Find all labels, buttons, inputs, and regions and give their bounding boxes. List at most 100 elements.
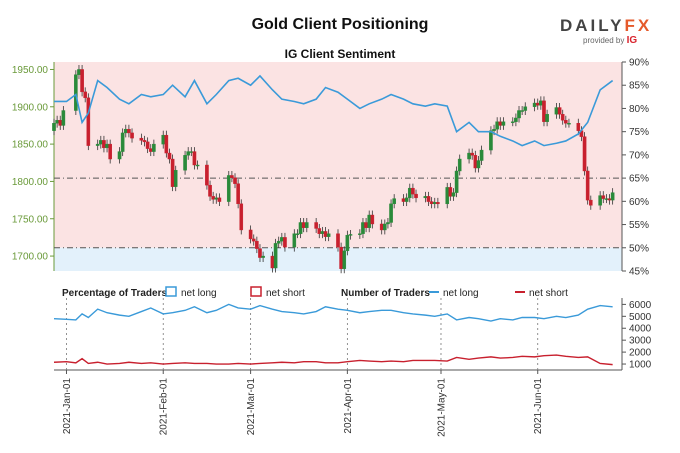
price-candle: [336, 233, 340, 248]
price-candle: [304, 222, 309, 228]
price-candle: [230, 175, 234, 178]
price-candle: [476, 160, 481, 169]
percent-tick-label: 90%: [629, 58, 649, 69]
price-tick-label: 1800.00: [12, 177, 49, 188]
price-candle: [358, 233, 362, 235]
price-candle: [411, 187, 415, 195]
price-candle: [532, 102, 537, 107]
traders-tick-label: 2000: [629, 348, 652, 359]
price-candle: [120, 132, 125, 152]
price-candle: [217, 197, 222, 202]
price-candle: [501, 121, 506, 126]
price-candle: [127, 128, 131, 134]
price-candle: [567, 123, 571, 125]
price-candle: [295, 233, 300, 235]
price-candle: [320, 231, 325, 234]
price-candle: [142, 140, 147, 143]
logo-ig-text: IG: [626, 35, 638, 46]
price-tick-label: 1950.00: [12, 65, 49, 76]
price-candle: [535, 102, 540, 106]
price-tick-label: 1900.00: [12, 102, 49, 113]
price-candle: [367, 214, 372, 228]
price-candle: [542, 100, 546, 122]
price-candle: [610, 192, 615, 201]
price-candle: [80, 69, 84, 93]
price-candle: [186, 151, 190, 156]
price-candle: [52, 123, 56, 131]
price-candle: [429, 201, 434, 205]
price-candle: [189, 151, 194, 153]
price-tick-label: 1850.00: [12, 140, 49, 151]
price-candle: [495, 121, 499, 130]
price-candle: [317, 228, 322, 234]
price-candle: [77, 69, 81, 75]
price-candle: [539, 100, 543, 106]
price-candle: [164, 134, 169, 154]
traders-tick-label: 6000: [629, 300, 652, 311]
price-candle: [582, 136, 587, 172]
month-tick-label: 2021-Apr-01: [343, 378, 354, 434]
dailyfx-logo: DAILYFX provided by IG: [560, 16, 670, 46]
price-candle: [280, 237, 284, 242]
legend-percentage-label: Percentage of Traders: [62, 288, 167, 299]
price-candle: [451, 192, 456, 197]
price-candle: [283, 237, 287, 248]
percent-tick-label: 45%: [629, 267, 649, 278]
price-candle: [348, 234, 353, 236]
price-candle: [339, 246, 343, 269]
price-candle: [457, 158, 462, 172]
price-candle: [545, 114, 549, 122]
price-candle: [170, 158, 175, 187]
price-candle: [95, 143, 100, 146]
price-candle: [214, 197, 219, 200]
price-tick-label: 1750.00: [12, 214, 49, 225]
price-candle: [233, 177, 237, 184]
price-candle: [576, 123, 581, 131]
month-tick-label: 2021-Jan-01: [62, 378, 73, 435]
price-candle: [139, 137, 144, 141]
price-candle: [448, 187, 453, 197]
price-candle: [195, 164, 200, 167]
price-candle: [74, 74, 78, 111]
price-candle: [445, 187, 450, 205]
price-candle: [479, 149, 484, 161]
percent-tick-label: 70%: [629, 150, 649, 161]
logo-provided-text: provided by: [583, 36, 625, 45]
legend-num-short-label: net short: [529, 288, 568, 299]
net-short-traders-line: [53, 354, 613, 366]
logo-fx-text: FX: [624, 16, 653, 35]
logo-text: DAILY: [560, 16, 625, 35]
price-candle: [345, 234, 350, 252]
price-candle: [99, 140, 103, 145]
price-candle: [564, 120, 568, 124]
price-candle: [192, 151, 197, 166]
price-candle: [554, 107, 559, 115]
price-candle: [392, 198, 396, 205]
price-candle: [436, 202, 440, 205]
price-candle: [364, 222, 368, 228]
price-candle: [130, 132, 134, 139]
percent-tick-label: 75%: [629, 127, 649, 138]
price-candle: [467, 152, 471, 160]
price-candle: [105, 143, 109, 149]
price-candle: [432, 202, 437, 205]
price-candle: [404, 197, 409, 202]
price-candle: [117, 151, 122, 160]
chart-subtitle: IG Client Sentiment: [284, 47, 396, 61]
price-candle: [342, 250, 347, 269]
price-candle: [601, 195, 606, 199]
percent-tick-label: 55%: [629, 220, 649, 231]
price-candle: [514, 117, 518, 122]
price-candle: [604, 198, 609, 200]
price-candle: [58, 120, 63, 126]
month-tick-label: 2021-Mar-01: [246, 378, 257, 436]
net-short-zone: [54, 62, 622, 248]
price-candle: [83, 91, 88, 99]
price-candle: [239, 203, 244, 231]
month-tick-label: 2021-Jun-01: [533, 378, 544, 435]
price-candle: [236, 183, 240, 205]
price-candle: [301, 222, 306, 228]
price-candle: [323, 231, 328, 237]
